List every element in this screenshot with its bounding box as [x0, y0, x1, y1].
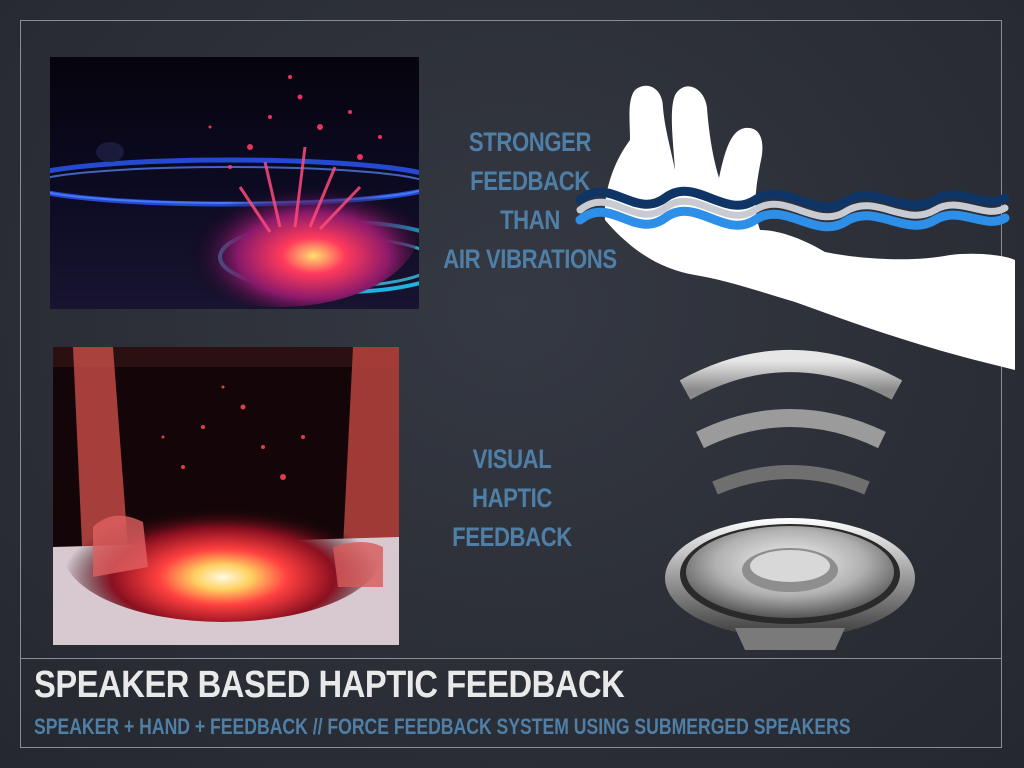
caption-line: VISUAL — [472, 444, 552, 474]
slide-subtitle: SPEAKER + HAND + FEEDBACK // FORCE FEEDB… — [34, 714, 851, 739]
caption-line: STRONGER — [468, 127, 592, 157]
caption-line: AIR VIBRATIONS — [443, 244, 617, 274]
caption-stronger-feedback: STRONGER FEEDBACK THAN AIR VIBRATIONS — [407, 123, 653, 279]
water-splash-photo-bottom — [53, 347, 399, 645]
caption-line: HAPTIC — [472, 483, 552, 513]
hand-icon — [575, 80, 1015, 380]
caption-line: FEEDBACK — [470, 166, 590, 196]
water-splash-photo-top — [50, 57, 419, 309]
title-divider — [20, 658, 1002, 659]
slide-title: SPEAKER BASED HAPTIC FEEDBACK — [34, 664, 625, 706]
speaker-icon — [660, 338, 920, 658]
caption-visual-haptic-feedback: VISUAL HAPTIC FEEDBACK — [389, 440, 635, 557]
caption-line: THAN — [500, 205, 560, 235]
wave-lines-icon — [575, 186, 1010, 232]
caption-line: FEEDBACK — [452, 522, 572, 552]
slide-frame — [20, 20, 1002, 748]
